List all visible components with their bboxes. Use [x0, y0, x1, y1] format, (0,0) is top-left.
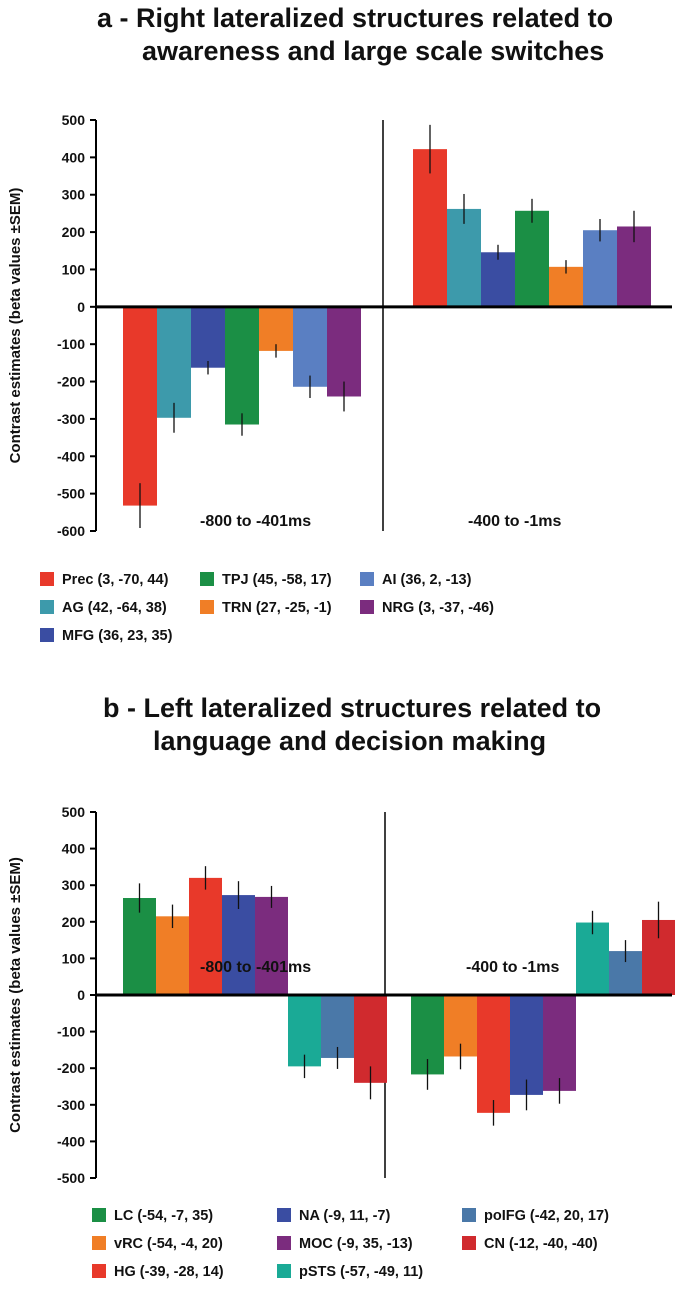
panel-b-bar — [123, 898, 156, 995]
panel-a-legend-label: TRN (27, -25, -1) — [222, 600, 332, 616]
panel-b-bar — [510, 995, 543, 1095]
panel-b-y-tick-label: 0 — [77, 987, 85, 1003]
panel-b-y-tick-label: -100 — [57, 1024, 85, 1040]
panel-b-legend-label: MOC (-9, 35, -13) — [299, 1236, 413, 1252]
panel-b-legend-swatch — [277, 1236, 291, 1250]
panel-b-bar — [477, 995, 510, 1113]
panel-b-title-line-2: language and decision making — [153, 726, 546, 756]
panel-b-legend-swatch — [462, 1236, 476, 1250]
panel-b-title-line-1: b - Left lateralized structures related … — [103, 693, 601, 723]
panel-b-window-label: -400 to -1ms — [466, 959, 559, 976]
panel-b-legend-label: HG (-39, -28, 14) — [114, 1264, 224, 1280]
panel-a-y-tick-label: 0 — [77, 299, 85, 315]
panel-a-bar — [515, 210, 549, 307]
panel-a-y-tick-label: -500 — [57, 486, 85, 502]
panel-b-legend-label: NA (-9, 11, -7) — [299, 1208, 390, 1224]
panel-a-y-tick-label: 200 — [62, 224, 86, 240]
panel-a-bar — [447, 208, 481, 307]
panel-b-y-tick-label: 300 — [62, 877, 86, 893]
panel-b-legend-swatch — [92, 1208, 106, 1222]
panel-b-bar — [156, 916, 189, 995]
panel-b-legend-swatch — [277, 1264, 291, 1278]
panel-b-y-tick-label: 400 — [62, 841, 86, 857]
panel-b-legend-label: poIFG (-42, 20, 17) — [484, 1208, 609, 1224]
panel-a-bar — [157, 306, 191, 418]
panel-a-legend-swatch — [360, 600, 374, 614]
panel-a-bar — [259, 306, 293, 351]
panel-a-legend-label: Prec (3, -70, 44) — [62, 572, 169, 588]
panel-a-legend-label: NRG (3, -37, -46) — [382, 600, 494, 616]
panel-a-legend-swatch — [40, 628, 54, 642]
panel-a-legend-label: AG (42, -64, 38) — [62, 600, 167, 616]
panel-b-window-label: -800 to -401ms — [200, 959, 311, 976]
panel-a-bar — [225, 306, 259, 425]
panel-a-bar — [481, 252, 515, 307]
panel-b-y-axis-label: Contrast estimates (beta values ±SEM) — [7, 857, 24, 1133]
panel-b-y-tick-label: 500 — [62, 804, 86, 820]
panel-a-window-label: -400 to -1ms — [468, 513, 561, 530]
panel-a-bar — [123, 306, 157, 506]
panel-a-y-tick-label: -200 — [57, 374, 85, 390]
panel-b-y-tick-label: -500 — [57, 1170, 85, 1186]
panel-b-y-tick-label: -200 — [57, 1060, 85, 1076]
panel-b-legend-label: pSTS (-57, -49, 11) — [299, 1264, 423, 1280]
panel-b-legend-swatch — [277, 1208, 291, 1222]
panel-a-title-line-2: awareness and large scale switches — [142, 36, 604, 66]
panel-b-y-tick-label: 200 — [62, 914, 86, 930]
panel-a-y-tick-label: -100 — [57, 336, 85, 352]
panel-a-bar — [583, 230, 617, 307]
panel-a-y-tick-label: 300 — [62, 187, 86, 203]
panel-b-y-tick-label: -300 — [57, 1097, 85, 1113]
panel-a-y-tick-label: 100 — [62, 261, 86, 277]
panel-b-bar — [576, 922, 609, 995]
panel-a-legend-swatch — [200, 600, 214, 614]
panel-b-legend-swatch — [92, 1236, 106, 1250]
panel-a-window-label: -800 to -401ms — [200, 513, 311, 530]
panel-b-legend-swatch — [462, 1208, 476, 1222]
panel-a-bar — [293, 306, 327, 387]
panel-b-y-tick-label: -400 — [57, 1133, 85, 1149]
panel-b-legend-swatch — [92, 1264, 106, 1278]
panel-a-chart: a - Right lateralized structures related… — [7, 3, 672, 644]
panel-b-bar — [288, 995, 321, 1067]
panel-a-legend-label: AI (36, 2, -13) — [382, 572, 472, 588]
panel-a-bar — [191, 306, 225, 368]
panel-b-legend-label: LC (-54, -7, 35) — [114, 1208, 213, 1224]
panel-a-y-tick-label: -300 — [57, 411, 85, 427]
panel-a-bar — [413, 149, 447, 307]
panel-a-y-axis-label: Contrast estimates (beta values ±SEM) — [7, 188, 24, 464]
panel-b-chart: b - Left lateralized structures related … — [7, 693, 675, 1280]
panel-a-legend-label: MFG (36, 23, 35) — [62, 628, 173, 644]
panel-a-legend-swatch — [40, 572, 54, 586]
panel-a-y-tick-label: 400 — [62, 149, 86, 165]
panel-b-bar — [189, 877, 222, 995]
panel-a-y-tick-label: -600 — [57, 523, 85, 539]
panel-b-bar — [222, 895, 255, 995]
panel-a-legend-label: TPJ (45, -58, 17) — [222, 572, 332, 588]
panel-a-title-line-1: a - Right lateralized structures related… — [97, 3, 613, 33]
panel-a-y-tick-label: -400 — [57, 448, 85, 464]
panel-b-legend-label: CN (-12, -40, -40) — [484, 1236, 598, 1252]
panel-b-bar — [255, 896, 288, 995]
panel-a-legend-swatch — [40, 600, 54, 614]
panel-a-y-tick-label: 500 — [62, 112, 86, 128]
panel-a-legend-swatch — [200, 572, 214, 586]
panel-b-y-tick-label: 100 — [62, 950, 86, 966]
panel-b-bar — [543, 995, 576, 1091]
panel-a-legend-swatch — [360, 572, 374, 586]
panel-b-legend-label: vRC (-54, -4, 20) — [114, 1236, 223, 1252]
